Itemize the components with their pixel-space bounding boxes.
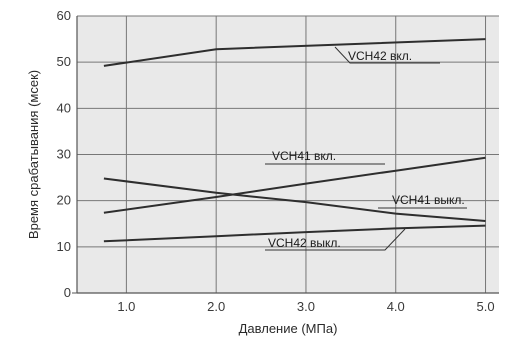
y-tick-label: 10 (57, 239, 71, 254)
series-line-1 (103, 156, 486, 214)
x-tick-label: 4.0 (387, 299, 405, 314)
series-label-0: VCH42 вкл. (348, 49, 412, 63)
y-tick-label: 0 (64, 285, 71, 300)
series-line-0 (103, 38, 486, 67)
series-lines (103, 38, 486, 243)
y-axis-ticks: 0 10 20 30 40 50 60 (57, 8, 71, 300)
series-label-3: VCH42 выкл. (268, 236, 341, 250)
y-tick-label: 60 (57, 8, 71, 23)
series-labels: VCH42 вкл. VCH41 вкл. VCH41 выкл. VCH42 вык… (265, 46, 467, 251)
y-tick-label: 30 (57, 147, 71, 162)
series-leader-3 (265, 228, 406, 251)
x-tick-label: 3.0 (297, 299, 315, 314)
series-label-1: VCH41 вкл. (272, 149, 336, 163)
x-tick-label: 1.0 (117, 299, 135, 314)
x-tick-label: 5.0 (476, 299, 494, 314)
y-tick-label: 20 (57, 193, 71, 208)
series-line-3 (103, 224, 486, 243)
x-tick-label: 2.0 (207, 299, 225, 314)
y-tick-label: 40 (57, 100, 71, 115)
series-label-2: VCH41 выкл. (392, 193, 465, 207)
y-axis-title: Время срабатывания (мсек) (26, 70, 41, 239)
x-axis-title: Давление (МПа) (239, 321, 338, 336)
series-leader-0 (334, 46, 440, 64)
x-axis-ticks: 1.0 2.0 3.0 4.0 5.0 (117, 299, 494, 314)
y-tick-label: 50 (57, 54, 71, 69)
series-line-2 (103, 177, 486, 222)
